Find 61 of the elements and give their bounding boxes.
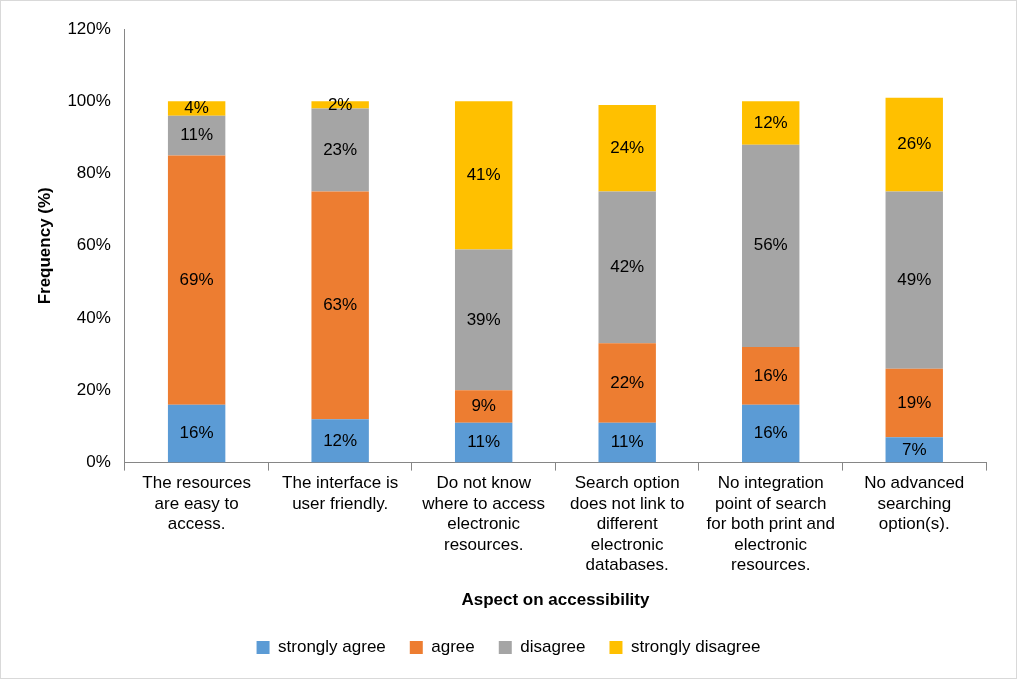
- data-label: 12%: [323, 430, 358, 450]
- data-label: 11%: [467, 432, 501, 452]
- data-label: 16%: [753, 365, 788, 385]
- bar: [311, 419, 369, 463]
- x-tick-label: The resources are easy to access.: [142, 473, 251, 534]
- data-label: 41%: [466, 165, 501, 185]
- bar: [311, 108, 369, 192]
- data-label: 22%: [610, 372, 645, 392]
- data-label: 49%: [897, 269, 932, 289]
- data-label: 12%: [753, 112, 788, 132]
- x-tick-label: No advanced searching option(s).: [864, 473, 965, 534]
- bar: [742, 144, 800, 347]
- x-tick-label: Search option does not link to different electronic databases.: [570, 473, 685, 575]
- y-tick-label: 60%: [76, 235, 111, 255]
- bar: [742, 101, 800, 145]
- bar: [311, 191, 369, 420]
- bar: [885, 97, 943, 192]
- bar: [598, 422, 656, 463]
- data-label: 42%: [610, 257, 645, 277]
- y-tick-label: 40%: [76, 307, 111, 327]
- data-label: 11%: [180, 125, 214, 145]
- data-label: 63%: [323, 295, 358, 315]
- legend-label: agree: [431, 637, 475, 657]
- x-tick-label: The interface is user friendly.: [282, 473, 399, 513]
- data-label: 24%: [610, 137, 645, 157]
- bar: [885, 368, 943, 438]
- data-label: 69%: [179, 269, 214, 289]
- bar: [454, 249, 513, 391]
- y-tick-label: 20%: [76, 380, 111, 400]
- x-tick-label: No integration point of search for both print and electronic resources.: [706, 473, 835, 575]
- y-tick-label: 0%: [86, 452, 111, 472]
- data-label: 56%: [753, 235, 788, 255]
- data-label: 19%: [897, 392, 932, 412]
- data-label: 16%: [753, 423, 788, 443]
- data-label: 23%: [323, 139, 358, 159]
- bar: [598, 191, 656, 344]
- data-label: 9%: [471, 396, 496, 416]
- data-label: 4%: [184, 98, 209, 118]
- bar: [885, 191, 943, 369]
- bar: [167, 404, 226, 463]
- bar: [598, 343, 656, 423]
- y-tick-label: 80%: [76, 163, 111, 183]
- bar: [742, 404, 800, 463]
- legend-label: strongly disagree: [630, 637, 761, 657]
- data-label: 16%: [179, 423, 214, 443]
- y-axis-title: Frequency (%): [34, 187, 54, 305]
- y-tick-label: 100%: [67, 90, 111, 110]
- data-label: 26%: [897, 134, 932, 154]
- x-axis-title: Aspect on accessibility: [461, 590, 650, 610]
- data-label: 11%: [610, 432, 644, 452]
- bar: [454, 101, 513, 250]
- bar: [167, 155, 226, 405]
- y-tick-label: 120%: [67, 18, 111, 38]
- x-tick-label: Do not know where to access electronic resources.: [421, 473, 546, 554]
- bar: [454, 390, 513, 423]
- legend-label: disagree: [520, 637, 586, 657]
- bar: [742, 346, 800, 405]
- data-label: 39%: [466, 309, 501, 329]
- data-label: 7%: [901, 439, 927, 459]
- legend-label: strongly agree: [278, 637, 386, 657]
- bar: [598, 104, 656, 192]
